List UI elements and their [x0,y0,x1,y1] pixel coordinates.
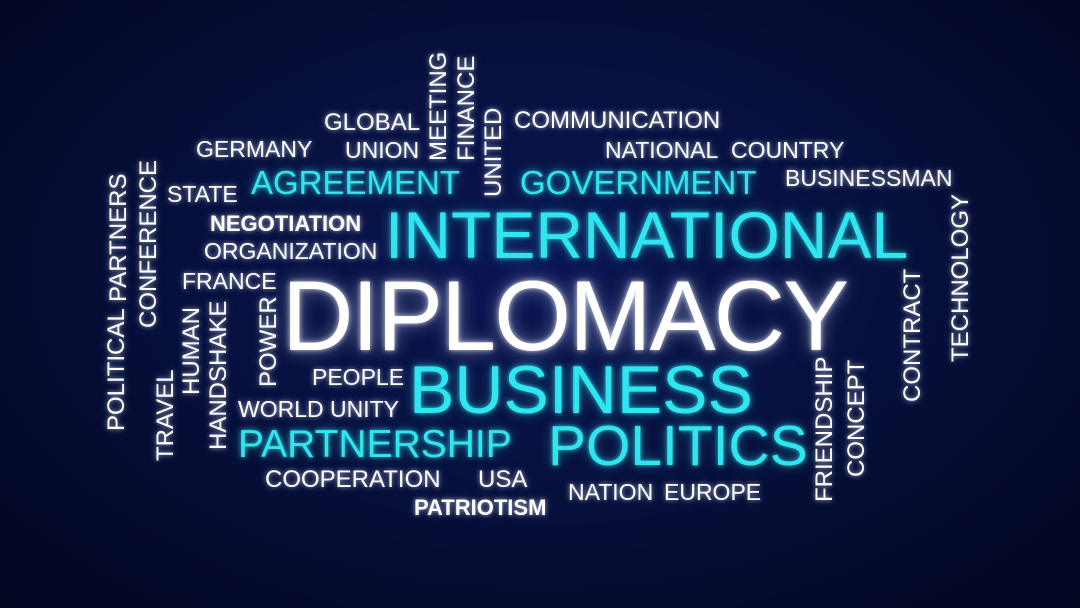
word-friendship: FRIENDSHIP [811,356,838,502]
word-international: INTERNATIONAL [385,198,909,272]
word-meeting: MEETING [425,51,452,161]
word-government: GOVERNMENT [520,164,757,201]
word-business: BUSINESS [409,352,753,428]
word-communication: COMMUNICATION [514,107,721,134]
word-state: STATE [167,181,238,207]
word-usa: USA [478,466,528,493]
word-agreement: AGREEMENT [251,164,461,201]
word-human: HUMAN [178,307,205,395]
word-united: UNITED [480,107,507,197]
word-partnership: PARTNERSHIP [238,423,512,466]
word-political: POLITICAL [103,308,130,431]
word-negotiation: NEGOTIATION [210,211,362,236]
word-finance: FINANCE [453,55,480,161]
word-world-unity: WORLD UNITY [238,396,399,422]
word-france: FRANCE [182,268,277,294]
word-handshake: HANDSHAKE [205,300,232,450]
word-nation: NATION [568,479,654,505]
word-contract: CONTRACT [899,268,926,402]
word-conference: CONFERENCE [135,159,162,328]
word-country: COUNTRY [731,137,845,163]
word-people: PEOPLE [312,364,405,390]
word-businessman: BUSINESSMAN [785,165,953,191]
word-germany: GERMANY [196,136,313,162]
word-technology: TECHNOLOGY [947,193,974,362]
word-national: NATIONAL [605,137,719,163]
word-europe: EUROPE [664,479,762,505]
word-concept: CONCEPT [843,359,870,477]
word-power: POWER [255,296,282,387]
word-travel: TRAVEL [152,369,179,461]
word-organization: ORGANIZATION [204,238,378,264]
word-partners: PARTNERS [105,173,132,302]
word-patriotism: PATRIOTISM [414,495,547,520]
word-cooperation: COOPERATION [265,466,441,493]
word-union: UNION [345,137,420,163]
word-politics: POLITICS [548,414,808,478]
word-diplomacy: DIPLOMACY [282,260,849,371]
word-global: GLOBAL [324,109,421,136]
